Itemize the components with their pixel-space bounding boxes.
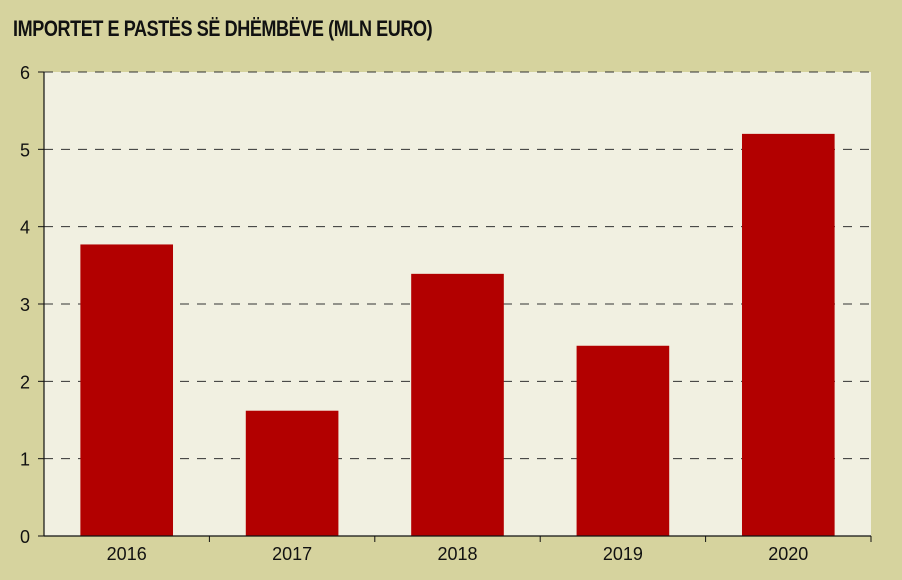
y-tick-label: 2 bbox=[20, 372, 30, 392]
bar bbox=[576, 345, 670, 536]
bar bbox=[80, 244, 174, 536]
x-tick-label: 2020 bbox=[768, 544, 808, 564]
y-tick-label: 0 bbox=[20, 527, 30, 547]
x-tick-label: 2018 bbox=[437, 544, 477, 564]
bar bbox=[741, 133, 835, 536]
bar bbox=[245, 410, 339, 536]
y-tick-label: 4 bbox=[20, 218, 30, 238]
y-tick-label: 1 bbox=[20, 450, 30, 470]
y-tick-label: 3 bbox=[20, 295, 30, 315]
bar bbox=[411, 273, 504, 536]
chart-title: IMPORTET E PASTËS SË DHËMBËVE (MLN EURO) bbox=[13, 16, 433, 41]
x-tick-label: 2019 bbox=[603, 544, 643, 564]
y-tick-label: 6 bbox=[20, 63, 30, 83]
y-tick-label: 5 bbox=[20, 140, 30, 160]
x-tick-label: 2017 bbox=[272, 544, 312, 564]
x-tick-label: 2016 bbox=[107, 544, 147, 564]
